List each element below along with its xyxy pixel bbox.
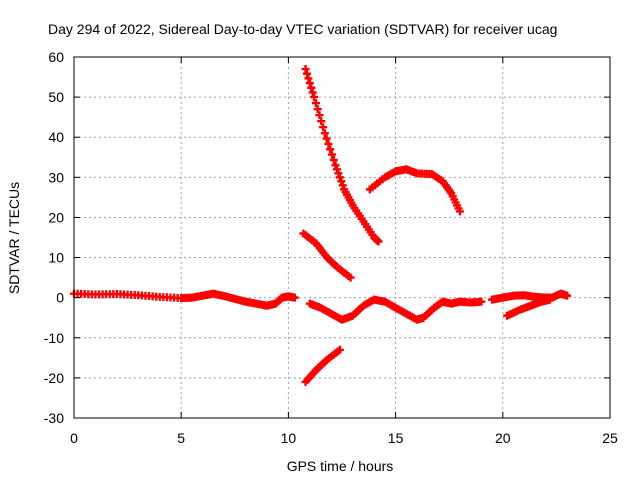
x-tick-label: 0 (70, 430, 78, 446)
data-point (346, 273, 355, 282)
data-point (331, 161, 340, 170)
plot-area (70, 65, 572, 386)
y-tick-label: 30 (48, 169, 64, 185)
x-tick-label: 15 (388, 430, 404, 446)
series-late-drift (503, 295, 554, 320)
y-tick-label: 60 (48, 49, 64, 65)
series-high-arc-b (365, 165, 464, 216)
data-point (455, 207, 464, 216)
data-point (320, 129, 329, 138)
data-point (310, 93, 319, 102)
data-point (563, 291, 572, 300)
data-point (313, 105, 322, 114)
series-baseline-late (305, 295, 486, 324)
data-point (338, 181, 347, 190)
data-point (326, 145, 335, 154)
data-point (290, 293, 299, 302)
data-point (308, 88, 317, 97)
data-point (337, 177, 346, 186)
data-point (317, 117, 326, 126)
data-point (315, 111, 324, 120)
data-point (327, 150, 336, 159)
x-tick-label: 5 (177, 430, 185, 446)
x-axis-label: GPS time / hours (287, 458, 394, 474)
data-point (477, 297, 486, 306)
y-tick-label: 50 (48, 89, 64, 105)
data-point (545, 295, 554, 304)
y-tick-label: -10 (44, 330, 64, 346)
data-point (319, 123, 328, 132)
x-tick-label: 20 (495, 430, 511, 446)
y-tick-label: -30 (44, 410, 64, 426)
data-point (302, 69, 311, 78)
data-point (374, 237, 383, 246)
x-tick-label: 10 (281, 430, 297, 446)
series-negative-arc (301, 345, 344, 386)
y-tick-label: 10 (48, 250, 64, 266)
plot-frame (73, 56, 611, 419)
y-tick-label: 20 (48, 209, 64, 225)
data-point (335, 173, 344, 182)
data-point (305, 79, 314, 88)
data-point (304, 74, 313, 83)
data-point (324, 139, 333, 148)
data-point (311, 99, 320, 108)
data-point (307, 83, 316, 92)
y-tick-label: -20 (44, 370, 64, 386)
x-tick-label: 25 (602, 430, 618, 446)
y-tick-label: 40 (48, 129, 64, 145)
y-axis-label: SDTVAR / TECUs (6, 182, 22, 294)
series-baseline-early (70, 289, 299, 310)
axes: 0 5 10 15 20 25 -30 -20 -10 0 10 20 30 40 50 60 (44, 49, 618, 446)
series-mid-arc (299, 229, 355, 282)
data-point (334, 169, 343, 178)
data-point (329, 155, 338, 164)
data-point (301, 65, 310, 74)
data-point (332, 165, 341, 174)
series-high-arc-a (301, 65, 383, 246)
series-late-fragment (488, 289, 572, 304)
chart-title: Day 294 of 2022, Sidereal Day-to-day VTE… (48, 21, 557, 37)
y-tick-label: 0 (56, 290, 64, 306)
data-point (322, 134, 331, 143)
data-point (335, 345, 344, 354)
